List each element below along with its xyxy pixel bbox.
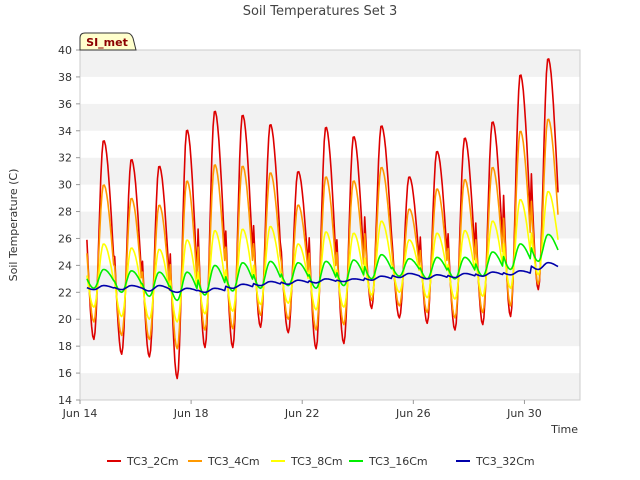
x-tick-label: Jun 26 xyxy=(395,407,431,420)
legend-label: TC3_32Cm xyxy=(475,455,535,468)
legend-item-tc3_8cm: TC3_8Cm xyxy=(271,455,343,468)
y-tick-label: 22 xyxy=(58,286,72,299)
legend-item-tc3_2cm: TC3_2Cm xyxy=(107,455,179,468)
x-tick-label: Jun 18 xyxy=(173,407,209,420)
legend-label: TC3_16Cm xyxy=(368,455,428,468)
legend-item-tc3_4cm: TC3_4Cm xyxy=(188,455,260,468)
y-axis-label: Soil Temperature (C) xyxy=(7,169,20,282)
series-line-tc3_32cm xyxy=(86,261,559,294)
x-tick-label: Jun 30 xyxy=(506,407,542,420)
site-badge: SI_met xyxy=(79,32,137,51)
legend-item-tc3_16cm: TC3_16Cm xyxy=(349,455,428,468)
legend-label: TC3_8Cm xyxy=(290,455,343,468)
legend-label: TC3_4Cm xyxy=(207,455,260,468)
grid-band xyxy=(80,319,580,347)
grid-band xyxy=(80,50,580,77)
grid-band xyxy=(80,373,580,400)
y-tick-label: 30 xyxy=(58,179,72,192)
x-axis-label: Time xyxy=(550,423,578,436)
legend-label: TC3_2Cm xyxy=(126,455,179,468)
y-tick-label: 38 xyxy=(58,71,72,84)
y-tick-label: 36 xyxy=(58,98,72,111)
x-axis: Jun 14 Jun 18 Jun 22 Jun 26 Jun 30 xyxy=(62,400,542,420)
y-tick-label: 16 xyxy=(58,367,72,380)
y-tick-label: 14 xyxy=(58,394,72,407)
y-tick-label: 18 xyxy=(58,340,72,353)
y-tick-label: 20 xyxy=(58,313,72,326)
series-line-tc3_4cm xyxy=(86,118,559,350)
grid-band xyxy=(80,76,580,104)
y-tick-label: 32 xyxy=(58,152,72,165)
x-tick-label: Jun 14 xyxy=(62,407,98,420)
plot-frame xyxy=(79,49,581,401)
legend-item-tc3_32cm: TC3_32Cm xyxy=(456,455,535,468)
y-tick-label: 34 xyxy=(58,125,72,138)
y-tick-label: 24 xyxy=(58,259,72,272)
series-lines xyxy=(86,58,559,380)
y-tick-label: 26 xyxy=(58,232,72,245)
chart-title: Soil Temperatures Set 3 xyxy=(243,4,398,19)
grid-band xyxy=(80,103,580,131)
y-tick-label: 28 xyxy=(58,206,72,219)
x-tick-label: Jun 22 xyxy=(284,407,320,420)
y-tick-label: 40 xyxy=(58,44,72,57)
legend: TC3_2Cm TC3_4Cm TC3_8Cm TC3_16Cm TC3_32Cm xyxy=(107,455,535,468)
grid-band xyxy=(80,292,580,320)
site-badge-label: SI_met xyxy=(86,36,128,49)
grid-band xyxy=(80,346,580,374)
series-line-tc3_16cm xyxy=(86,233,559,302)
series-line-tc3_8cm xyxy=(86,190,559,323)
y-axis: 14 16 18 20 22 24 26 28 30 32 34 36 38 40 xyxy=(58,44,80,407)
site-badge-shape xyxy=(79,32,137,51)
